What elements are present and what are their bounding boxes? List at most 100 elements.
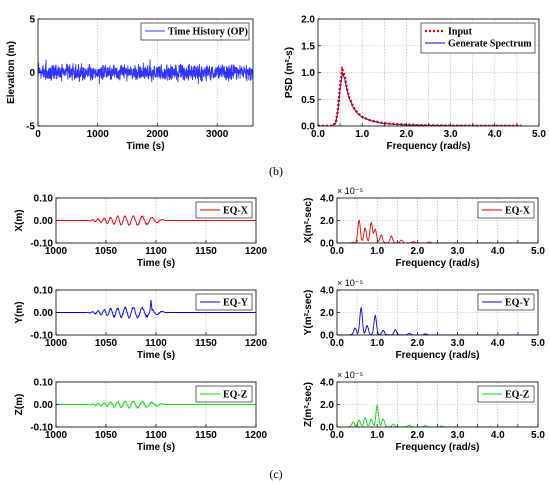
eq-y-time-legend-label-1: EQ-Y xyxy=(223,298,249,309)
eq-y-psd-ytick-label: 2.0 xyxy=(320,308,334,319)
eq-x-psd-plot: 0.0 1.0 2.0 3.0 4.0 5.0 0.0 2.0 4.0 Frequency (ra… xyxy=(303,186,545,269)
psd-plot: 0.0 1.0 2.0 3.0 4.0 5.00.00.51.01.52.0Frequen… xyxy=(284,15,546,153)
caption-c: (c) xyxy=(269,467,282,481)
eq-y-time-legend-box xyxy=(195,293,253,311)
time-history-xtick-label: 2000 xyxy=(146,129,169,140)
eq-y-psd-plot: 0.0 1.0 2.0 3.0 4.0 5.0 0.0 2.0 4.0 Frequency (ra… xyxy=(303,278,545,361)
eq-y-psd-ytick-label: 0.0 xyxy=(320,331,334,342)
psd-xtick-label: 4.0 xyxy=(488,129,502,140)
eq-x-time-xtick-label: 1050 xyxy=(95,246,118,257)
eq-y-psd-ylabel: Y(m²-sec) xyxy=(303,290,314,336)
time-history-ytick-label: 0 xyxy=(29,68,35,79)
eq-y-time-xtick-label: 1150 xyxy=(195,338,217,349)
eq-z-psd-ytick-label: 2.0 xyxy=(320,400,334,411)
eq-z-time-xtick-label: 1050 xyxy=(95,430,118,441)
eq-z-time-ytick-label: 0.10 xyxy=(34,378,54,389)
eq-x-time-ytick-label: -0.10 xyxy=(30,239,53,250)
time-history-ytick-label: 5 xyxy=(29,15,35,26)
eq-y-time-ytick-label: 0.00 xyxy=(34,308,54,319)
eq-z-psd-plot: 0.0 1.0 2.0 3.0 4.0 5.0 0.0 2.0 4.0 Frequency (ra… xyxy=(303,370,545,453)
eq-z-psd-legend: EQ-Z xyxy=(477,385,535,403)
eq-y-psd-exponent: × 10⁻⁵ xyxy=(337,278,364,288)
eq-y-psd-xtick-label: 1.0 xyxy=(370,338,384,349)
psd-ytick-label: 2.0 xyxy=(301,15,315,26)
eq-z-time-xtick-label: 1000 xyxy=(45,430,68,441)
psd-xtick-label: 3.0 xyxy=(444,129,458,140)
eq-z-psd-xtick-label: 3.0 xyxy=(451,430,465,441)
time-history-xtick-label: 1000 xyxy=(87,129,110,140)
eq-z-psd-legend-label-1: EQ-Z xyxy=(505,390,530,401)
time-history-ylabel: Elevation (m) xyxy=(6,41,17,104)
eq-z-psd-xtick-label: 5.0 xyxy=(531,430,545,441)
eq-x-psd-xtick-label: 0.0 xyxy=(330,246,344,257)
eq-z-psd-xtick-label: 0.0 xyxy=(330,430,344,441)
eq-y-time-series-1 xyxy=(56,300,256,320)
eq-z-time-ytick-label: -0.10 xyxy=(30,423,53,434)
eq-z-time-ylabel: Z(m) xyxy=(14,394,25,416)
eq-y-psd-ytick-label: 4.0 xyxy=(320,286,334,297)
eq-y-time-ytick-label: -0.10 xyxy=(30,331,53,342)
psd-ytick-label: 1.0 xyxy=(301,68,315,79)
eq-y-psd-xtick-label: 0.0 xyxy=(330,338,344,349)
eq-x-time-series-1 xyxy=(56,214,256,227)
psd-ytick-label: 0.0 xyxy=(301,122,315,133)
psd-ylabel: PSD (m²-s) xyxy=(284,47,295,98)
eq-y-time-ylabel: Y(m) xyxy=(14,301,25,323)
eq-z-time-ytick-label: 0.00 xyxy=(34,400,54,411)
eq-x-psd-xtick-label: 5.0 xyxy=(531,246,545,257)
eq-y-time-xtick-label: 1050 xyxy=(95,338,118,349)
time-history-legend-box xyxy=(140,22,250,41)
eq-x-time-xtick-label: 1150 xyxy=(195,246,217,257)
eq-z-psd-ytick-label: 4.0 xyxy=(320,378,334,389)
eq-y-psd-xtick-label: 3.0 xyxy=(451,338,465,349)
eq-x-time-legend-label-1: EQ-X xyxy=(223,206,249,217)
eq-x-time-ytick-label: 0.10 xyxy=(34,194,54,205)
eq-z-time-xtick-label: 1200 xyxy=(245,430,268,441)
psd-legend-label-2: Generate Spectrum xyxy=(448,39,532,50)
eq-y-psd-xtick-label: 5.0 xyxy=(531,338,545,349)
psd-ytick-label: 1.5 xyxy=(301,41,315,52)
psd-xtick-label: 1.0 xyxy=(355,129,369,140)
caption-b: (b) xyxy=(269,164,283,178)
eq-z-time-legend: EQ-Z xyxy=(195,385,253,403)
time-history-xtick-label: 0 xyxy=(35,129,41,140)
eq-y-psd-xtick-label: 2.0 xyxy=(410,338,424,349)
eq-x-psd-ytick-label: 2.0 xyxy=(320,216,334,227)
eq-x-psd-xlabel: Frequency (rad/s) xyxy=(396,258,480,269)
eq-x-time-ytick-label: 0.00 xyxy=(34,216,54,227)
eq-x-psd-exponent: × 10⁻⁵ xyxy=(337,186,364,196)
psd-legend-box xyxy=(420,22,536,54)
eq-z-time-legend-label-1: EQ-Z xyxy=(223,390,248,401)
eq-x-time-xtick-label: 1200 xyxy=(245,246,268,257)
eq-z-psd-ytick-label: 0.0 xyxy=(320,423,334,434)
eq-x-psd-xtick-label: 3.0 xyxy=(451,246,465,257)
eq-y-psd-xtick-label: 4.0 xyxy=(491,338,505,349)
eq-y-psd-legend: EQ-Y xyxy=(477,293,535,311)
eq-y-time-legend: EQ-Y xyxy=(195,293,253,311)
eq-x-time-xtick-label: 1000 xyxy=(45,246,68,257)
eq-x-time-legend-box xyxy=(195,201,253,219)
eq-x-time-xtick-label: 1100 xyxy=(145,246,167,257)
eq-y-time-plot: 1000 1050 1100 1150 1200 -0.10 0.00 0.10 Time (s… xyxy=(14,286,268,362)
time-history-xlabel: Time (s) xyxy=(126,141,164,152)
eq-x-psd-ytick-label: 0.0 xyxy=(320,239,334,250)
time-history-xtick-label: 3000 xyxy=(206,129,229,140)
psd-ytick-label: 0.5 xyxy=(301,95,315,106)
eq-y-psd-legend-label-1: EQ-Y xyxy=(505,298,531,309)
psd-legend-label-1: Input xyxy=(448,27,473,38)
eq-x-psd-legend: EQ-X xyxy=(477,201,535,219)
time-history-series-1 xyxy=(38,59,253,85)
eq-z-time-xlabel: Time (s) xyxy=(137,442,175,453)
time-history-legend-label-1: Time History (OP) xyxy=(168,27,248,38)
eq-z-psd-exponent: × 10⁻⁵ xyxy=(337,370,364,380)
eq-x-time-plot: 1000 1050 1100 1150 1200 -0.10 0.00 0.10 Time (s… xyxy=(14,194,268,270)
eq-z-time-series-1 xyxy=(56,400,256,410)
eq-y-time-xtick-label: 1100 xyxy=(145,338,167,349)
eq-x-psd-ylabel: X(m²-sec) xyxy=(303,198,314,244)
psd-xlabel: Frequency (rad/s) xyxy=(387,141,471,152)
eq-x-time-ylabel: X(m) xyxy=(14,209,25,231)
eq-z-psd-legend-box xyxy=(477,385,535,403)
